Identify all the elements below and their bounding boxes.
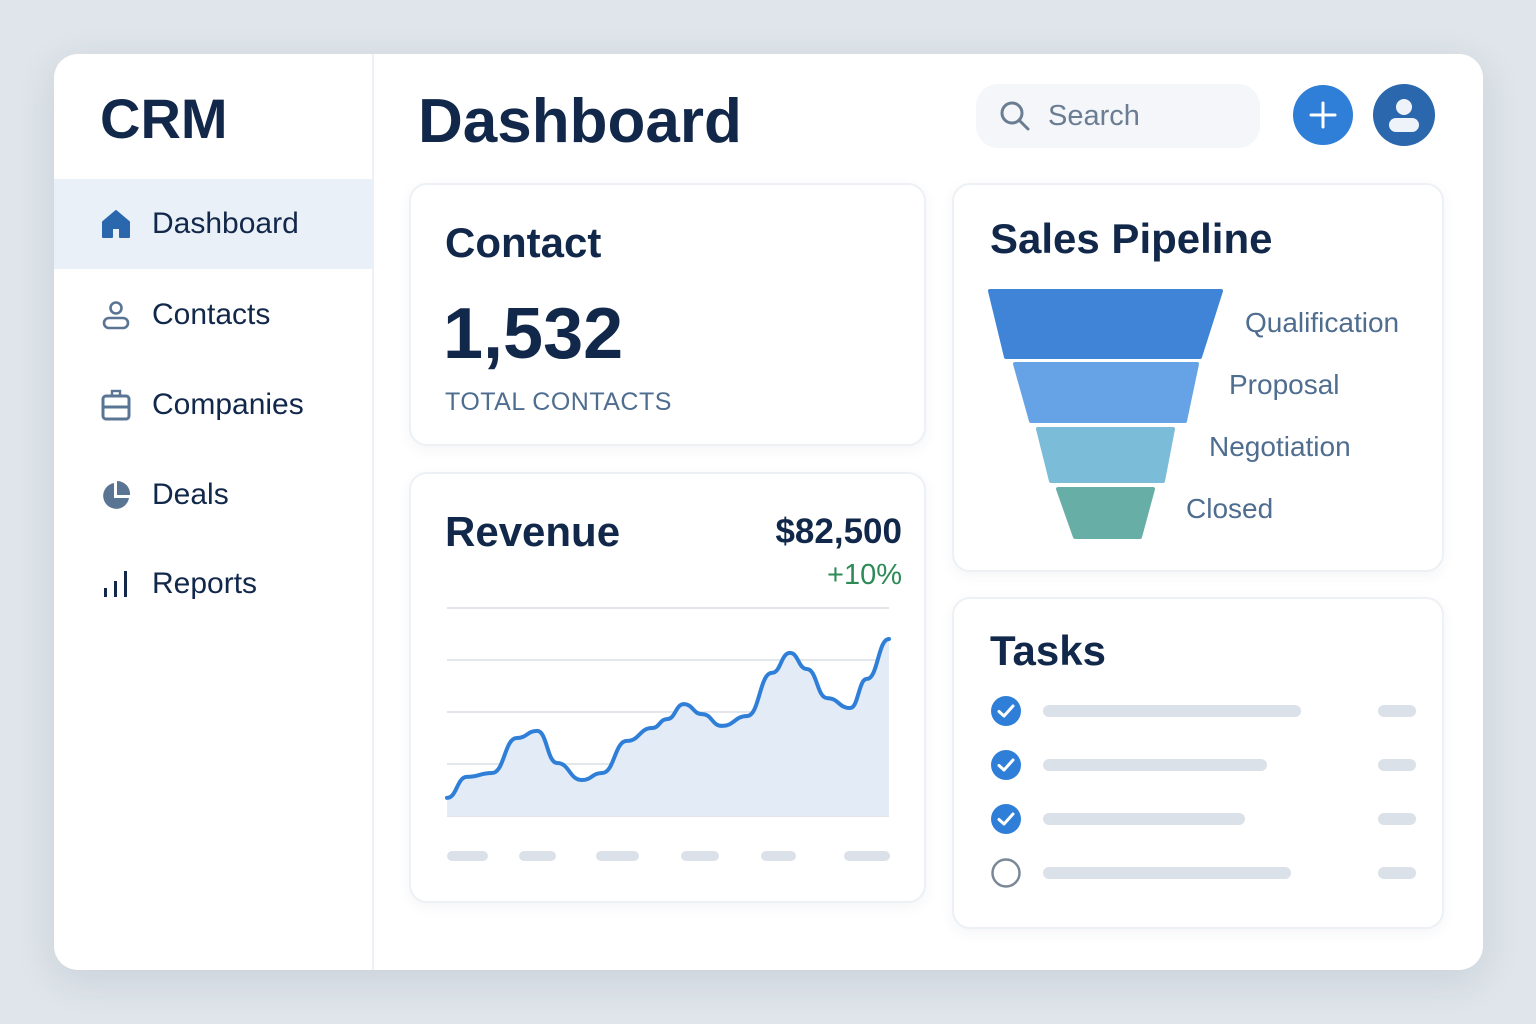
checked-checkbox-icon[interactable] (990, 695, 1022, 727)
sidebar-item-contacts[interactable]: Contacts (54, 270, 374, 360)
stage-label: Closed (1186, 493, 1274, 524)
x-tick-placeholder (761, 851, 796, 861)
total-contacts-label: TOTAL CONTACTS (445, 388, 672, 416)
sidebar-item-label: Reports (152, 567, 258, 600)
plus-icon (1309, 101, 1337, 129)
task-text-placeholder (1043, 705, 1301, 717)
total-contacts-value: 1,532 (443, 294, 624, 374)
card-title: Revenue (445, 508, 621, 555)
card-title: Contact (445, 219, 602, 266)
funnel-stage-negotiation (1036, 427, 1175, 483)
task-meta-placeholder (1378, 813, 1416, 825)
sidebar-item-deals[interactable]: Deals (54, 450, 374, 540)
revenue-change: +10% (827, 559, 902, 591)
stage-label: Proposal (1229, 369, 1340, 400)
search-icon (1000, 101, 1030, 131)
stage-label: Qualification (1245, 307, 1400, 338)
task-meta-placeholder (1378, 759, 1416, 771)
tasks-card: Tasks (952, 597, 1444, 929)
funnel-stage-proposal (1013, 362, 1199, 423)
card-title: Tasks (990, 627, 1106, 674)
revenue-line (445, 636, 891, 800)
card-title: Sales Pipeline (990, 215, 1273, 262)
sidebar-item-label: Contacts (152, 298, 271, 331)
logo: CRM (100, 87, 228, 150)
sidebar-item-dashboard[interactable]: Dashboard (54, 179, 374, 269)
avatar[interactable] (1373, 84, 1435, 146)
sales-pipeline-card: Sales Pipeline Qualification Proposal Ne… (952, 183, 1444, 572)
x-tick-placeholder (519, 851, 556, 861)
sidebar-item-label: Companies (152, 388, 304, 421)
bar-chart-icon (100, 568, 132, 600)
user-avatar-icon (1389, 99, 1419, 132)
funnel-stage-closed (1056, 487, 1155, 539)
stage-label: Negotiation (1209, 431, 1351, 462)
app-window: CRM Dashboard Contacts Companies Deals R… (54, 54, 1483, 970)
task-meta-placeholder (1378, 867, 1416, 879)
home-icon (100, 208, 132, 240)
x-tick-placeholder (596, 851, 639, 861)
task-text-placeholder (1043, 867, 1291, 879)
checked-checkbox-icon[interactable] (990, 749, 1022, 781)
search-input[interactable]: Search (976, 84, 1260, 148)
x-tick-placeholder (681, 851, 719, 861)
user-icon (100, 299, 132, 331)
task-meta-placeholder (1378, 705, 1416, 717)
task-text-placeholder (1043, 759, 1267, 771)
revenue-area (447, 638, 889, 816)
x-tick-placeholder (447, 851, 488, 861)
checked-checkbox-icon[interactable] (990, 803, 1022, 835)
sidebar-item-companies[interactable]: Companies (54, 360, 374, 450)
page-title: Dashboard (418, 87, 742, 156)
task-text-placeholder (1043, 813, 1245, 825)
search-placeholder: Search (1048, 99, 1140, 132)
pie-chart-icon (100, 479, 132, 511)
x-tick-placeholder (844, 851, 890, 861)
add-button[interactable] (1293, 85, 1353, 145)
sidebar-item-reports[interactable]: Reports (54, 539, 374, 629)
sidebar: CRM Dashboard Contacts Companies Deals R… (54, 54, 374, 970)
sidebar-item-label: Deals (152, 478, 229, 511)
unchecked-checkbox-icon[interactable] (990, 857, 1022, 889)
sidebar-item-label: Dashboard (152, 207, 299, 240)
revenue-chart (445, 607, 891, 861)
funnel-stage-qualification (988, 289, 1223, 359)
contact-card: Contact 1,532 TOTAL CONTACTS (409, 183, 926, 446)
revenue-card: Revenue $82,500 +10% (409, 472, 926, 903)
revenue-amount: $82,500 (775, 512, 902, 551)
pipeline-funnel (988, 289, 1223, 539)
briefcase-icon (100, 389, 132, 421)
